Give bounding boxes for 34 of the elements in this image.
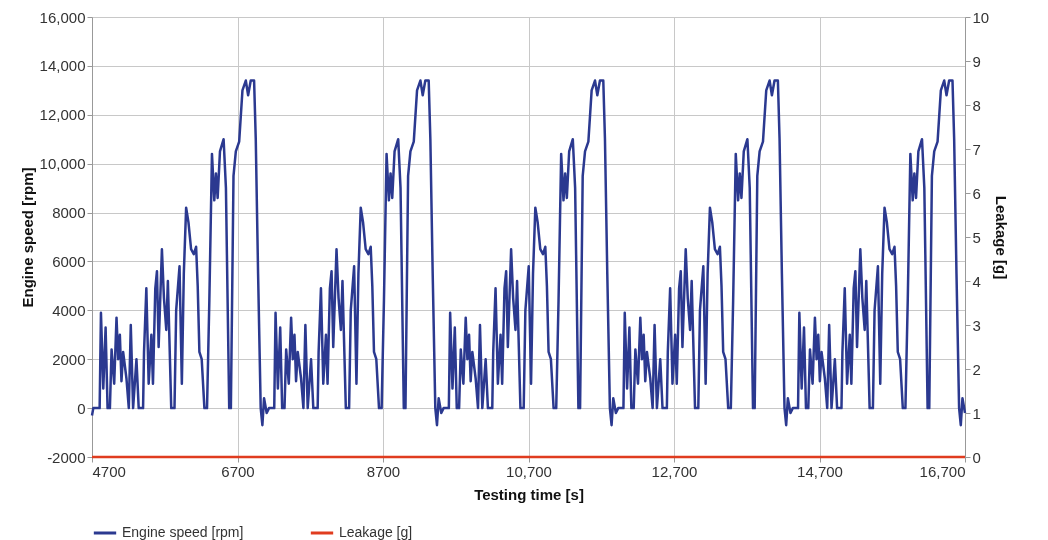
y2-tick-label: 6 bbox=[972, 184, 981, 202]
x-tick-label: 16,700 bbox=[919, 462, 966, 480]
y-tick-label: -2000 bbox=[47, 448, 86, 466]
line-series bbox=[90, 79, 967, 427]
legend-label: Engine speed [rpm] bbox=[122, 524, 244, 540]
y2-tick-label: 0 bbox=[972, 448, 981, 466]
y2-tick-label: 4 bbox=[972, 272, 981, 290]
y-tick-label: 6000 bbox=[52, 252, 86, 270]
x-tick-label: 12,700 bbox=[651, 462, 698, 480]
y-tick-label: 8000 bbox=[52, 204, 86, 222]
x-tick-label: 8700 bbox=[366, 462, 401, 480]
legend-label: Leakage [g] bbox=[339, 524, 413, 540]
y2-tick-label: 2 bbox=[972, 360, 981, 378]
y2-tick-label: 9 bbox=[972, 52, 981, 70]
y-tick-label: 14,000 bbox=[39, 57, 86, 75]
y2-tick-label: 1 bbox=[972, 404, 981, 422]
y2-axis-title: Leakage [g] bbox=[993, 195, 1011, 280]
y-tick-label: 4000 bbox=[52, 301, 86, 319]
y2-tick-label: 5 bbox=[972, 228, 981, 246]
x-tick-label: 10,700 bbox=[506, 462, 552, 480]
x-tick-label: 4700 bbox=[92, 462, 126, 480]
y2-tick-label: 7 bbox=[972, 140, 981, 158]
y-tick-label: 12,000 bbox=[39, 106, 86, 124]
y2-tick-label: 8 bbox=[972, 96, 981, 114]
y-tick-label: 16,000 bbox=[39, 8, 86, 26]
y-tick-label: 10,000 bbox=[39, 155, 86, 173]
y-tick-label: 2000 bbox=[52, 350, 86, 368]
y-tick-label: 0 bbox=[77, 399, 86, 417]
y-axis-title: Engine speed [rpm] bbox=[18, 167, 36, 308]
x-tick-label: 6700 bbox=[221, 462, 255, 480]
y2-tick-label: 3 bbox=[972, 316, 981, 334]
y2-tick-label: 10 bbox=[972, 8, 990, 26]
x-tick-label: 14,700 bbox=[797, 462, 843, 480]
x-axis-title: Testing time [s] bbox=[474, 485, 584, 503]
